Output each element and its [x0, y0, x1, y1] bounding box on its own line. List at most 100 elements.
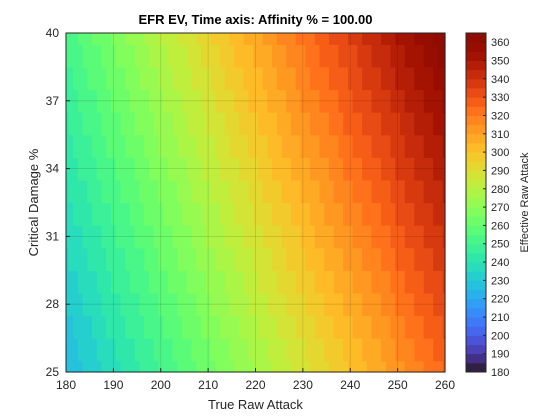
heatmap-cell: [201, 179, 207, 204]
y-ticks: 25 28 31 34 37 40: [46, 26, 70, 379]
heatmap-cell: [352, 225, 358, 249]
heatmap-cell: [186, 33, 193, 45]
heatmap-cell: [442, 44, 446, 68]
heatmap-cell: [305, 134, 311, 158]
heatmap-cell: [366, 247, 373, 271]
heatmap-cell: [371, 247, 377, 271]
heatmap-cell: [82, 270, 88, 294]
heatmap-cell: [272, 202, 278, 226]
heatmap-cell: [153, 89, 159, 113]
heatmap-cell: [191, 338, 197, 362]
heatmap-cell: [219, 33, 226, 45]
heatmap-cell: [238, 33, 245, 45]
heatmap-cell: [305, 33, 311, 45]
heatmap-cell: [144, 315, 150, 339]
heatmap-cell: [115, 315, 122, 339]
heatmap-cell: [219, 112, 226, 136]
heatmap-cell: [172, 360, 178, 373]
heatmap-cell: [120, 225, 126, 249]
heatmap-cell: [381, 247, 387, 271]
heatmap-cell: [352, 338, 358, 362]
heatmap-cell: [219, 270, 226, 294]
heatmap-cell: [125, 247, 131, 271]
heatmap-cell: [366, 179, 373, 204]
heatmap-cell: [428, 89, 434, 113]
heatmap-cell: [409, 33, 415, 45]
heatmap-cell: [238, 89, 245, 113]
heatmap-cell: [163, 338, 169, 362]
heatmap-cell: [73, 338, 79, 362]
heatmap-cell: [196, 157, 202, 181]
heatmap-cell: [309, 360, 316, 373]
heatmap-cell: [324, 202, 330, 226]
heatmap-cell: [272, 315, 278, 339]
heatmap-cell: [385, 134, 392, 158]
heatmap-cell: [333, 157, 340, 181]
heatmap-cell: [96, 202, 103, 226]
heatmap-cell: [186, 315, 193, 339]
heatmap-cell: [87, 157, 93, 181]
heatmap-cell: [234, 292, 240, 317]
heatmap-cell: [409, 112, 415, 136]
heatmap-cell: [291, 338, 297, 362]
heatmap-cell: [333, 292, 340, 317]
heatmap-cell: [291, 315, 297, 339]
heatmap-cell: [376, 33, 382, 45]
heatmap-cell: [319, 292, 325, 317]
heatmap-cell: [390, 338, 396, 362]
heatmap-cell: [219, 202, 226, 226]
heatmap-cell: [229, 134, 235, 158]
heatmap-cell: [115, 179, 122, 204]
heatmap-cell: [286, 89, 292, 113]
heatmap-cell: [191, 134, 197, 158]
heatmap-cell: [381, 33, 387, 45]
heatmap-cell: [352, 360, 358, 373]
heatmap-cell: [343, 157, 349, 181]
heatmap-cell: [163, 134, 169, 158]
heatmap-cell: [101, 179, 107, 204]
heatmap-cell: [191, 33, 197, 45]
heatmap-cell: [418, 292, 425, 317]
heatmap-cell: [186, 360, 193, 373]
heatmap-cell: [238, 134, 245, 158]
heatmap-cell: [215, 202, 221, 226]
heatmap-cell: [352, 44, 358, 68]
heatmap-cell: [333, 44, 340, 68]
heatmap-cell: [442, 270, 446, 294]
heatmap-cell: [66, 66, 69, 91]
heatmap-cell: [433, 89, 439, 113]
heatmap-cell: [229, 202, 235, 226]
colorbar-tick-label: 300: [491, 147, 509, 159]
heatmap-cell: [172, 338, 178, 362]
heatmap-cell: [111, 44, 117, 68]
heatmap-cell: [115, 225, 122, 249]
heatmap-cell: [92, 225, 98, 249]
heatmap-cell: [201, 360, 207, 373]
heatmap-cell: [286, 270, 292, 294]
heatmap-cell: [390, 225, 396, 249]
heatmap-cell: [111, 360, 117, 373]
heatmap-cell: [234, 202, 240, 226]
heatmap-cell: [144, 247, 150, 271]
heatmap-cell: [390, 202, 396, 226]
heatmap-cell: [167, 89, 174, 113]
colorbar-segment: [466, 179, 486, 190]
heatmap-cell: [125, 89, 131, 113]
heatmap-cell: [177, 315, 183, 339]
heatmap-cell: [215, 66, 221, 91]
heatmap-cell: [134, 360, 141, 373]
heatmap-cell: [433, 112, 439, 136]
heatmap-cell: [262, 44, 268, 68]
heatmap-cell: [77, 360, 84, 373]
heatmap-cell: [224, 89, 231, 113]
heatmap-cell: [153, 360, 159, 373]
heatmap-cell: [428, 44, 434, 68]
y-axis-label: Critical Damage %: [26, 148, 41, 256]
heatmap-cell: [286, 315, 292, 339]
heatmap-cell: [186, 338, 193, 362]
heatmap-cell: [404, 33, 411, 45]
heatmap-cell: [371, 202, 377, 226]
heatmap-cell: [366, 33, 373, 45]
heatmap-cell: [295, 134, 302, 158]
heatmap-cell: [328, 89, 335, 113]
